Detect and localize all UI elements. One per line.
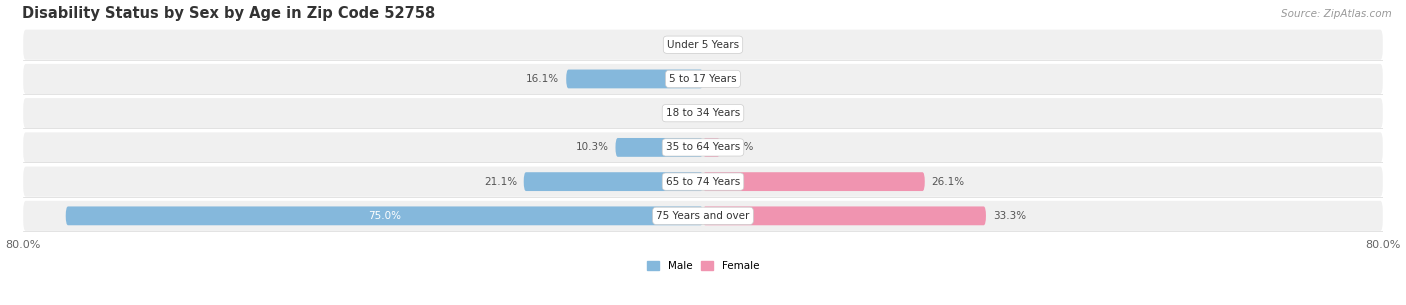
Text: 0.0%: 0.0% (669, 40, 696, 50)
FancyBboxPatch shape (523, 172, 703, 191)
Text: Source: ZipAtlas.com: Source: ZipAtlas.com (1281, 9, 1392, 19)
Text: 0.0%: 0.0% (710, 40, 737, 50)
Legend: Male, Female: Male, Female (643, 257, 763, 275)
FancyBboxPatch shape (24, 132, 1382, 163)
FancyBboxPatch shape (24, 98, 1382, 128)
Text: 65 to 74 Years: 65 to 74 Years (666, 177, 740, 187)
Text: 75.0%: 75.0% (368, 211, 401, 221)
Text: 0.0%: 0.0% (710, 74, 737, 84)
Text: 0.0%: 0.0% (710, 108, 737, 118)
Text: 26.1%: 26.1% (932, 177, 965, 187)
FancyBboxPatch shape (703, 206, 986, 225)
FancyBboxPatch shape (24, 167, 1382, 197)
FancyBboxPatch shape (24, 201, 1382, 231)
Text: 33.3%: 33.3% (993, 211, 1026, 221)
Text: 75 Years and over: 75 Years and over (657, 211, 749, 221)
FancyBboxPatch shape (24, 30, 1382, 60)
Text: 10.3%: 10.3% (575, 142, 609, 152)
FancyBboxPatch shape (703, 138, 720, 157)
Text: 0.0%: 0.0% (669, 108, 696, 118)
FancyBboxPatch shape (66, 206, 703, 225)
Text: 21.1%: 21.1% (484, 177, 517, 187)
Text: Under 5 Years: Under 5 Years (666, 40, 740, 50)
FancyBboxPatch shape (24, 64, 1382, 94)
FancyBboxPatch shape (703, 172, 925, 191)
Text: 35 to 64 Years: 35 to 64 Years (666, 142, 740, 152)
Text: 5 to 17 Years: 5 to 17 Years (669, 74, 737, 84)
Text: 18 to 34 Years: 18 to 34 Years (666, 108, 740, 118)
Text: 16.1%: 16.1% (526, 74, 560, 84)
Text: Disability Status by Sex by Age in Zip Code 52758: Disability Status by Sex by Age in Zip C… (22, 5, 434, 20)
Text: 2.0%: 2.0% (727, 142, 754, 152)
FancyBboxPatch shape (616, 138, 703, 157)
FancyBboxPatch shape (567, 70, 703, 88)
